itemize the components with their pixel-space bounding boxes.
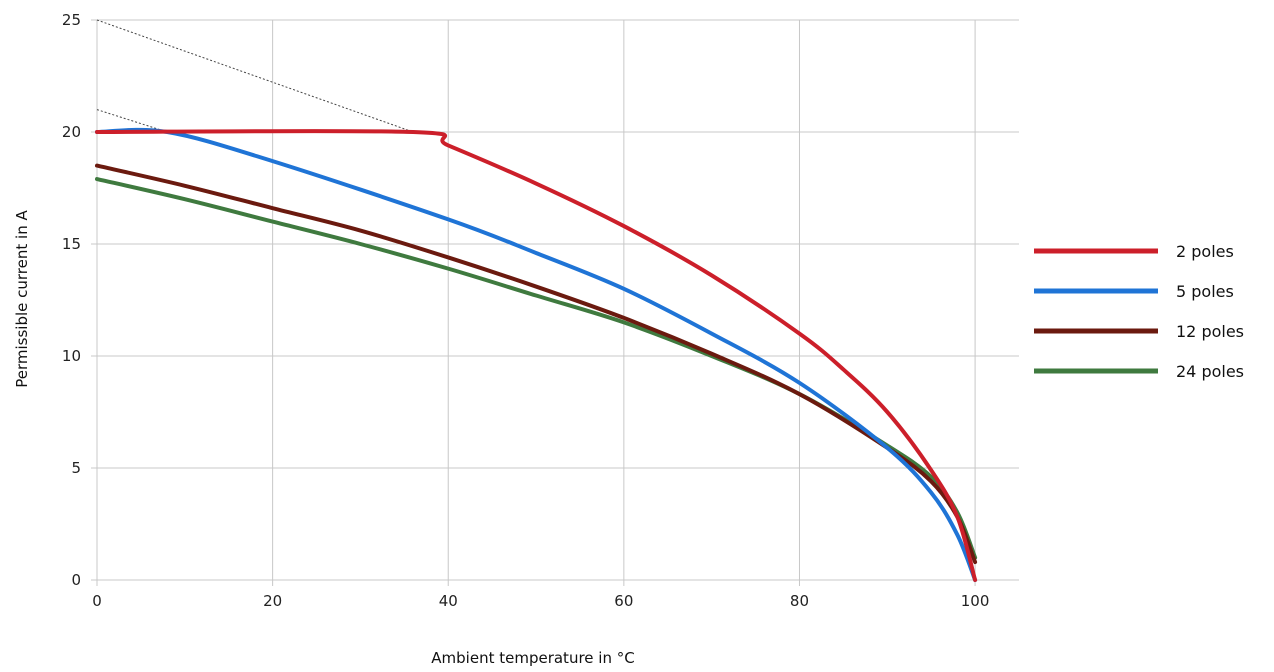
y-axis-ticks: 0 5 10 15 20 25 [62, 11, 81, 589]
series-line [95, 129, 978, 582]
y-tick-label: 20 [62, 123, 81, 141]
x-tick-label: 0 [92, 592, 102, 610]
legend-label: 24 poles [1176, 362, 1244, 381]
x-tick-label: 20 [263, 592, 282, 610]
y-tick-label: 5 [71, 459, 81, 477]
legend: 2 poles 5 poles 12 poles 24 poles [1034, 242, 1244, 381]
series-line [95, 163, 978, 565]
legend-label: 5 poles [1176, 282, 1234, 301]
y-tick-label: 10 [62, 347, 81, 365]
x-tick-label: 60 [614, 592, 633, 610]
y-tick-label: 15 [62, 235, 81, 253]
y-tick-label: 25 [62, 11, 81, 29]
y-axis-title: Permissible current in A [13, 210, 31, 388]
reference-lines [96, 19, 414, 133]
x-tick-label: 80 [790, 592, 809, 610]
y-tick-label: 0 [71, 571, 81, 589]
series-line [95, 177, 978, 560]
reference-line [96, 109, 168, 133]
x-axis-title: Ambient temperature in °C [431, 649, 634, 667]
series-line [95, 127, 978, 582]
x-tick-label: 100 [961, 592, 990, 610]
legend-label: 2 poles [1176, 242, 1234, 261]
x-axis-ticks: 0 20 40 60 80 100 [92, 592, 989, 610]
reference-line [96, 19, 414, 133]
series-lines [95, 127, 978, 582]
legend-label: 12 poles [1176, 322, 1244, 341]
x-tick-label: 40 [439, 592, 458, 610]
